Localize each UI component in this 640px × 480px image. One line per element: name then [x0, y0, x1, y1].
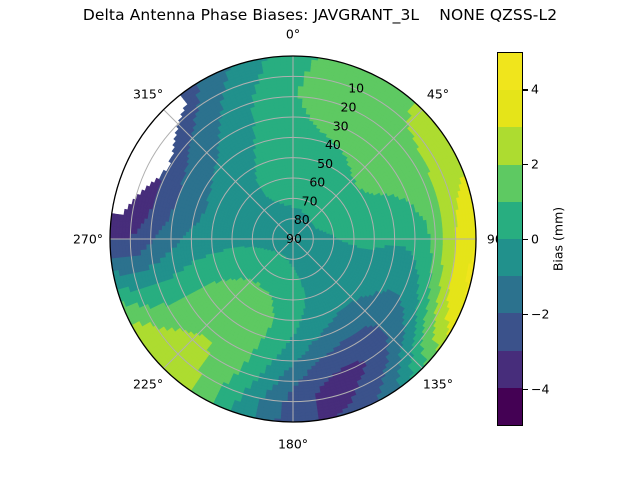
colorbar-band — [498, 313, 522, 352]
azimuth-tick-label-225: 225° — [132, 376, 164, 392]
azimuth-tick-label-315: 315° — [132, 86, 164, 102]
radial-tick-label: 60 — [309, 175, 325, 190]
colorbar[interactable] — [497, 52, 523, 426]
radial-tick-label: 10 — [348, 81, 364, 96]
colorbar-tick-mark — [523, 164, 528, 166]
colorbar-band — [498, 350, 522, 389]
colorbar-tick-label: −2 — [531, 306, 550, 322]
polar-grid-spoke — [163, 109, 294, 240]
colorbar-band — [498, 90, 522, 128]
colorbar-band — [498, 387, 522, 426]
radial-tick-label: 30 — [333, 118, 349, 133]
radial-tick-label: 50 — [317, 156, 333, 171]
radial-tick-label: 80 — [294, 212, 310, 227]
polar-grid-spoke — [292, 109, 423, 240]
colorbar-band — [498, 201, 522, 240]
colorbar-gradient — [497, 52, 523, 426]
colorbar-tick-label: 0 — [531, 231, 539, 247]
polar-grid-spoke — [163, 238, 294, 369]
azimuth-tick-label-270: 270° — [72, 231, 104, 247]
colorbar-band — [498, 53, 522, 91]
colorbar-tick-mark — [523, 388, 528, 390]
colorbar-band — [498, 276, 522, 314]
colorbar-band — [498, 127, 522, 166]
colorbar-tick-label: 2 — [531, 156, 539, 172]
colorbar-band — [498, 239, 522, 277]
radial-tick-label: 90 — [286, 231, 302, 246]
radial-tick-labels: 10 20 30 40 50 60 70 80 90 — [286, 81, 364, 246]
colorbar-tick-mark — [523, 89, 528, 91]
azimuth-tick-label-180: 180° — [277, 436, 309, 452]
colorbar-tick-label: −4 — [531, 381, 550, 397]
radial-tick-label: 40 — [325, 137, 341, 152]
polar-grid — [110, 56, 476, 422]
radial-tick-label: 20 — [341, 100, 357, 115]
azimuth-tick-label-45: 45° — [426, 86, 450, 102]
colorbar-tick-mark — [523, 239, 528, 241]
radial-tick-label: 70 — [302, 193, 318, 208]
azimuth-tick-label-0: 0° — [285, 26, 301, 42]
polar-outer-edge — [109, 55, 477, 423]
colorbar-tick-mark — [523, 313, 528, 315]
colorbar-label: Bias (mm) — [550, 206, 566, 272]
colorbar-band — [498, 164, 522, 203]
colorbar-tick-label: 4 — [531, 81, 539, 97]
page-title: Delta Antenna Phase Biases: JAVGRANT_3L … — [82, 6, 558, 24]
polar-grid-spoke — [292, 238, 423, 369]
azimuth-tick-label-135: 135° — [422, 376, 454, 392]
